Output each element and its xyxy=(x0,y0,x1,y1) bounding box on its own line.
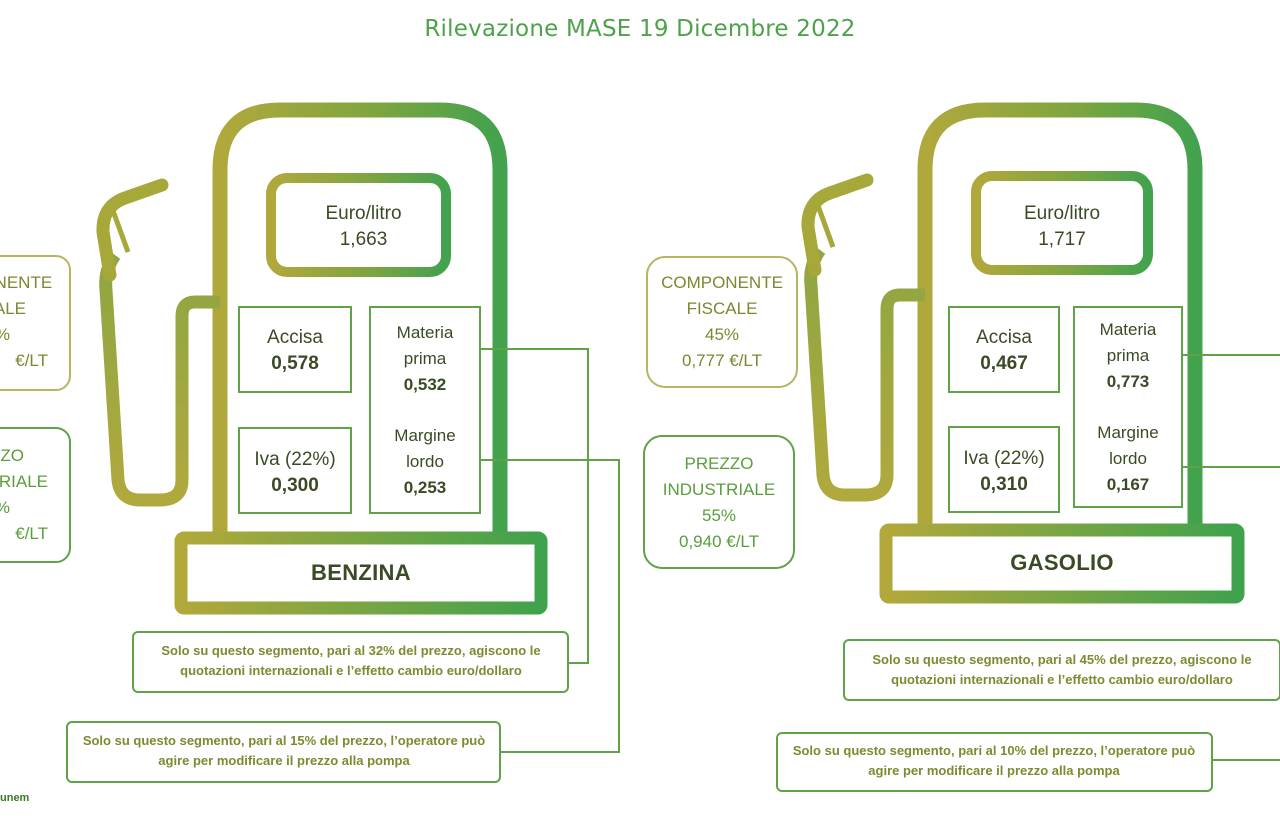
gasolio-iva-box xyxy=(948,426,1060,513)
gasolio-industriale-box xyxy=(643,435,795,569)
gasolio-price-label: Euro/litro xyxy=(1023,203,1101,224)
gasolio-fiscale-line1: COMPONENTE xyxy=(661,273,783,292)
benzina-margine-value: 0,253 xyxy=(403,478,447,497)
gasolio-materia-value: 0,773 xyxy=(1106,372,1150,391)
gasolio-margine-label-2: lordo xyxy=(1109,449,1147,468)
benzina-note-margine: Solo su questo segmento, pari al 15% del… xyxy=(82,733,486,768)
benzina-fiscale-line4: €/LT xyxy=(15,351,48,370)
benzina-pump-icon xyxy=(96,102,548,615)
gasolio-accisa-box xyxy=(948,306,1060,393)
gasolio-accisa: Accisa 0,467 xyxy=(949,325,1059,377)
gasolio-industriale-line4: 0,940 €/LT xyxy=(678,532,760,551)
gasolio-industriale-line1: PREZZO xyxy=(684,454,754,473)
gasolio-fiscale-box xyxy=(646,256,798,388)
benzina-materia-label-2: prima xyxy=(403,349,447,368)
gasolio-industriale-line3: 55% xyxy=(701,506,737,525)
benzina-fiscale: PONENTE ALE % €/LT xyxy=(0,270,70,374)
gasolio-iva: Iva (22%) 0,310 xyxy=(949,446,1059,498)
gasolio-fiscale-line3: 45% xyxy=(704,325,740,344)
benzina-margine: Margine lordo 0,253 xyxy=(370,423,480,501)
benzina-margine-label-2: lordo xyxy=(406,452,444,471)
gasolio-fiscale: COMPONENTE FISCALE 45% 0,777 €/LT xyxy=(647,270,797,374)
gasolio-materia-label-2: prima xyxy=(1106,346,1150,365)
benzina-industriale: ZZO RIALE % €/LT xyxy=(0,443,70,547)
gasolio-price: Euro/litro 1,717 xyxy=(976,201,1148,253)
gasolio-iva-label: Iva (22%) xyxy=(963,448,1045,469)
gasolio-margine: Margine lordo 0,167 xyxy=(1074,420,1182,498)
benzina-price-label: Euro/litro xyxy=(325,203,402,224)
benzina-margine-label-1: Margine xyxy=(394,426,456,445)
gasolio-note-margine-box xyxy=(776,732,1213,792)
benzina-iva-label: Iva (22%) xyxy=(254,449,336,470)
benzina-fiscale-line2: ALE xyxy=(0,299,26,318)
gasolio-pump-icon xyxy=(801,102,1245,604)
benzina-price-value: 1,663 xyxy=(339,229,388,250)
benzina-industriale-box xyxy=(0,427,71,563)
gasolio-note-margine: Solo su questo segmento, pari al 10% del… xyxy=(792,743,1196,778)
benzina-materia-connector xyxy=(480,348,589,664)
gasolio-name: GASOLIO xyxy=(1010,550,1114,575)
benzina-accisa-box xyxy=(238,306,352,393)
benzina-note-materia-box xyxy=(132,631,569,693)
benzina-industriale-line3: % xyxy=(0,495,48,521)
benzina-materia-value: 0,532 xyxy=(403,375,447,394)
benzina-iva: Iva (22%) 0,300 xyxy=(239,447,351,499)
benzina-iva-box xyxy=(238,427,352,514)
benzina-note-materia: Solo su questo segmento, pari al 32% del… xyxy=(161,643,541,678)
benzina-iva-value: 0,300 xyxy=(271,475,319,496)
benzina-industriale-line1: ZZO xyxy=(0,446,24,465)
gasolio-margine-value: 0,167 xyxy=(1106,475,1150,494)
benzina-accisa-value: 0,578 xyxy=(271,353,319,374)
gasolio-fiscale-line4: 0,777 €/LT xyxy=(681,351,763,370)
gasolio-note-materia: Solo su questo segmento, pari al 45% del… xyxy=(872,652,1252,687)
benzina-materia-margine-box xyxy=(369,306,481,514)
benzina-accisa-label: Accisa xyxy=(267,327,323,348)
benzina-industriale-line2: RIALE xyxy=(0,472,48,491)
gasolio-industriale: PREZZO INDUSTRIALE 55% 0,940 €/LT xyxy=(644,451,794,555)
benzina-accisa: Accisa 0,578 xyxy=(239,325,351,377)
benzina-fiscale-line3: % xyxy=(0,322,48,348)
page-title: Rilevazione MASE 19 Dicembre 2022 xyxy=(424,16,856,42)
benzina-materia: Materia prima 0,532 xyxy=(370,320,480,398)
gasolio-fiscale-line2: FISCALE xyxy=(686,299,758,318)
gasolio-accisa-label: Accisa xyxy=(976,327,1032,348)
footer-logo-text: unem xyxy=(0,792,30,804)
benzina-note-margine-box xyxy=(66,721,501,783)
benzina-materia-label-1: Materia xyxy=(396,323,454,342)
gasolio-note-materia-box xyxy=(843,639,1280,701)
gasolio-industriale-line2: INDUSTRIALE xyxy=(662,480,776,499)
benzina-name: BENZINA xyxy=(311,560,411,585)
benzina-price: Euro/litro 1,663 xyxy=(271,201,456,253)
benzina-margine-connector xyxy=(480,459,620,753)
gasolio-iva-value: 0,310 xyxy=(980,474,1028,495)
benzina-fiscale-line1: PONENTE xyxy=(0,273,53,292)
benzina-industriale-line4: €/LT xyxy=(15,524,48,543)
gasolio-materia-label-1: Materia xyxy=(1099,320,1157,339)
gasolio-price-value: 1,717 xyxy=(1038,229,1086,250)
benzina-fiscale-box xyxy=(0,255,71,391)
gasolio-margine-label-1: Margine xyxy=(1097,423,1159,442)
gasolio-materia-margine-box xyxy=(1073,306,1183,508)
gasolio-materia: Materia prima 0,773 xyxy=(1074,317,1182,395)
gasolio-accisa-value: 0,467 xyxy=(980,353,1028,374)
